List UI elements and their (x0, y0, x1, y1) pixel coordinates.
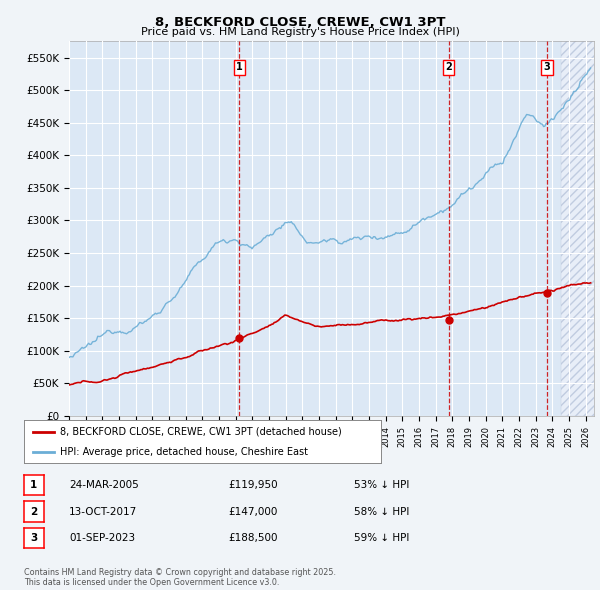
Text: 53% ↓ HPI: 53% ↓ HPI (354, 480, 409, 490)
Text: Price paid vs. HM Land Registry's House Price Index (HPI): Price paid vs. HM Land Registry's House … (140, 27, 460, 37)
Text: 58% ↓ HPI: 58% ↓ HPI (354, 507, 409, 516)
Text: 24-MAR-2005: 24-MAR-2005 (69, 480, 139, 490)
Text: 3: 3 (30, 533, 38, 543)
Text: 8, BECKFORD CLOSE, CREWE, CW1 3PT (detached house): 8, BECKFORD CLOSE, CREWE, CW1 3PT (detac… (60, 427, 341, 437)
Text: 59% ↓ HPI: 59% ↓ HPI (354, 533, 409, 543)
Text: 01-SEP-2023: 01-SEP-2023 (69, 533, 135, 543)
Text: 1: 1 (236, 63, 243, 73)
Text: HPI: Average price, detached house, Cheshire East: HPI: Average price, detached house, Ches… (60, 447, 308, 457)
Bar (560, 41, 599, 416)
Text: 1: 1 (30, 480, 38, 490)
Text: 3: 3 (544, 63, 550, 73)
Text: Contains HM Land Registry data © Crown copyright and database right 2025.
This d: Contains HM Land Registry data © Crown c… (24, 568, 336, 587)
Text: 2: 2 (30, 507, 38, 516)
Text: £119,950: £119,950 (228, 480, 278, 490)
Text: £188,500: £188,500 (228, 533, 277, 543)
Text: 8, BECKFORD CLOSE, CREWE, CW1 3PT: 8, BECKFORD CLOSE, CREWE, CW1 3PT (155, 16, 445, 29)
Text: £147,000: £147,000 (228, 507, 277, 516)
Text: 13-OCT-2017: 13-OCT-2017 (69, 507, 137, 516)
Text: 2: 2 (445, 63, 452, 73)
